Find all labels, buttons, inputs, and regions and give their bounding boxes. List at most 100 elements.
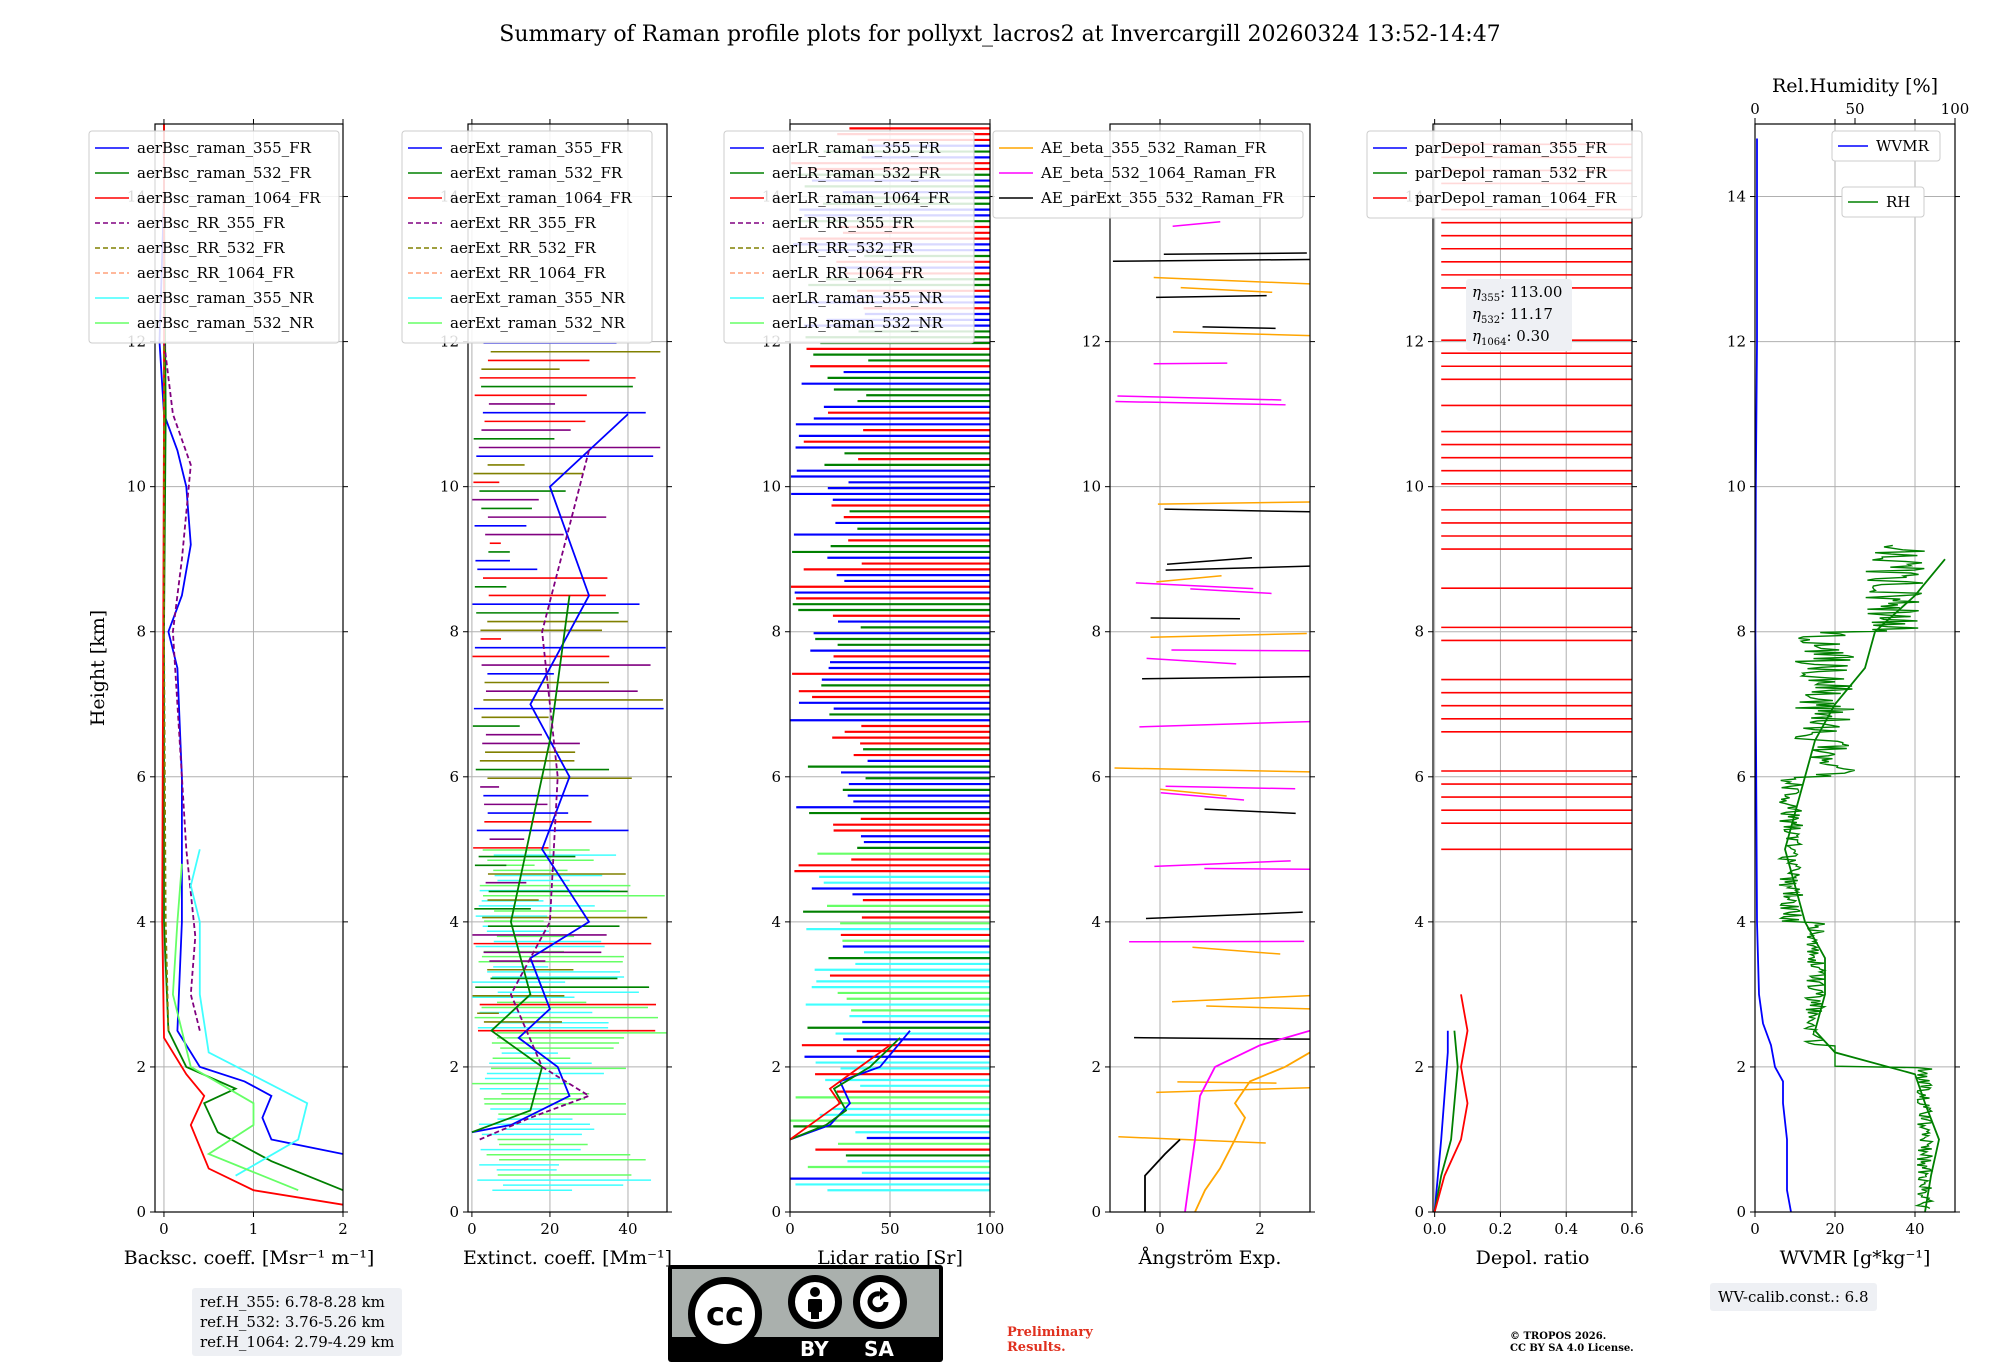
noise-stroke: [1156, 296, 1267, 298]
legend-label: aerLR_RR_1064_FR: [772, 264, 924, 282]
top-xtick-label: 50: [1845, 100, 1864, 118]
xtick-label: 0: [785, 1220, 795, 1238]
legend-label: aerBsc_raman_532_NR: [137, 314, 314, 332]
ref-h-1064: ref.H_1064: 2.79-4.29 km: [200, 1332, 394, 1352]
legend-label: aerLR_RR_532_FR: [772, 239, 914, 257]
ytick-label: 4: [771, 913, 781, 931]
ytick-label: 6: [136, 768, 146, 786]
ytick-label: 0: [1414, 1203, 1424, 1221]
ytick-label: 8: [1414, 623, 1424, 641]
legend: parDepol_raman_355_FRparDepol_raman_532_…: [1367, 131, 1642, 218]
noise-stroke: [1173, 332, 1310, 336]
ytick-label: 6: [771, 768, 781, 786]
noise-stroke: [1171, 650, 1328, 651]
ytick-label: 10: [1082, 478, 1101, 496]
noise-stroke: [1203, 327, 1276, 328]
xtick-label: 50: [880, 1220, 899, 1238]
preliminary-line-1: Preliminary: [1007, 1325, 1093, 1340]
x-axis-label: Backsc. coeff. [Msr⁻¹ m⁻¹]: [124, 1247, 375, 1269]
legend-label: WVMR: [1876, 137, 1930, 155]
ytick-label: 4: [1736, 913, 1746, 931]
xtick-label: 40: [1905, 1220, 1924, 1238]
ytick-label: 10: [440, 478, 459, 496]
x-axis-label: WVMR [g*kg⁻¹]: [1780, 1247, 1931, 1269]
cc-logo-icon: cc: [688, 1277, 762, 1351]
legend-label: aerExt_raman_355_NR: [450, 289, 626, 307]
ytick-label: 2: [1091, 1058, 1101, 1076]
ytick-label: 14: [1727, 188, 1746, 206]
top-xtick-label: 100: [1941, 100, 1970, 118]
ytick-label: 6: [1091, 768, 1101, 786]
x-axis-label: Depol. ratio: [1476, 1247, 1590, 1269]
plot-area: [1755, 139, 1945, 1213]
noise-stroke: [1142, 676, 1338, 678]
noise-stroke: [1154, 277, 1310, 283]
series-aerLR_raman_532_FR: [790, 1038, 900, 1140]
legend-label: AE_parExt_355_532_Raman_FR: [1040, 189, 1285, 207]
xtick-label: 0.2: [1489, 1220, 1513, 1238]
noise-stroke: [1158, 502, 1319, 504]
legend-label: aerBsc_raman_1064_FR: [137, 189, 321, 207]
legend-label: aerLR_RR_355_FR: [772, 214, 914, 232]
ytick-label: 2: [1736, 1058, 1746, 1076]
ytick-label: 2: [771, 1058, 781, 1076]
reference-height-box: ref.H_355: 6.78-8.28 km ref.H_532: 3.76-…: [192, 1288, 402, 1356]
ytick-label: 10: [127, 478, 146, 496]
legend-label: aerBsc_RR_355_FR: [137, 214, 285, 232]
legend-label: RH: [1886, 193, 1910, 211]
legend-label: aerBsc_raman_355_FR: [137, 139, 312, 157]
series-AE_beta_355_532_Raman_FR: [1195, 1052, 1310, 1212]
panel-backscatter: 02468101214012Backsc. coeff. [Msr⁻¹ m⁻¹]…: [89, 119, 374, 1269]
by-label: BY: [800, 1337, 829, 1361]
legend-label: parDepol_raman_1064_FR: [1415, 189, 1617, 207]
legend-label: aerExt_RR_1064_FR: [450, 264, 606, 282]
ytick-label: 12: [1405, 333, 1424, 351]
ytick-label: 4: [449, 913, 459, 931]
ytick-label: 2: [449, 1058, 459, 1076]
xtick-label: 100: [976, 1220, 1005, 1238]
axes-frame: [1755, 124, 1955, 1212]
noise-stroke: [1118, 1137, 1265, 1143]
noise-stroke: [1205, 809, 1296, 813]
series-parDepol_raman_532_FR: [1435, 1031, 1458, 1212]
xtick-label: 1: [249, 1220, 259, 1238]
noise-stroke: [1177, 1082, 1276, 1083]
legend-label: aerExt_RR_532_FR: [450, 239, 597, 257]
panel-extinction: 0246810121402040Extinct. coeff. [Mm⁻¹]ae…: [402, 119, 672, 1269]
legend-label: aerLR_raman_1064_FR: [772, 189, 950, 207]
ytick-label: 0: [1736, 1203, 1746, 1221]
ytick-label: 10: [762, 478, 781, 496]
xtick-label: 0.0: [1423, 1220, 1447, 1238]
wv-calibration-box: WV-calib.const.: 6.8: [1710, 1283, 1877, 1311]
legend-label: aerExt_raman_532_FR: [450, 164, 623, 182]
noise-stroke: [1206, 1006, 1320, 1009]
noise-stroke: [1173, 222, 1221, 227]
copyright-line-2: CC BY SA 4.0 License.: [1510, 1343, 1634, 1355]
ref-h-355: ref.H_355: 6.78-8.28 km: [200, 1292, 394, 1312]
top-axis-label: Rel.Humidity [%]: [1772, 75, 1938, 97]
copyright-line-1: © TROPOS 2026.: [1510, 1331, 1634, 1343]
noise-stroke: [1164, 253, 1307, 254]
legend-label: aerExt_RR_355_FR: [450, 214, 597, 232]
plot-area: [1113, 222, 1347, 1212]
legend-wvmr: WVMR: [1832, 131, 1940, 161]
xtick-label: 0: [159, 1220, 169, 1238]
rh-noise-line: [1779, 545, 1933, 1208]
xtick-label: 0: [467, 1220, 477, 1238]
legend: aerExt_raman_355_FRaerExt_raman_532_FRae…: [402, 131, 652, 343]
ytick-label: 6: [1736, 768, 1746, 786]
x-axis-label: Ångström Exp.: [1138, 1247, 1282, 1269]
noise-stroke: [1154, 363, 1228, 364]
legend: aerLR_raman_355_FRaerLR_raman_532_FRaerL…: [724, 131, 974, 343]
ytick-label: 4: [1414, 913, 1424, 931]
noise-stroke: [1181, 288, 1273, 293]
panel-lidar-ratio: 02468101214050100Lidar ratio [Sr]aerLR_r…: [724, 119, 1004, 1269]
noise-stroke: [1164, 509, 1338, 512]
preliminary-line-2: Results.: [1007, 1340, 1093, 1355]
noise-stroke: [1192, 947, 1280, 954]
noise-stroke: [1136, 583, 1253, 589]
